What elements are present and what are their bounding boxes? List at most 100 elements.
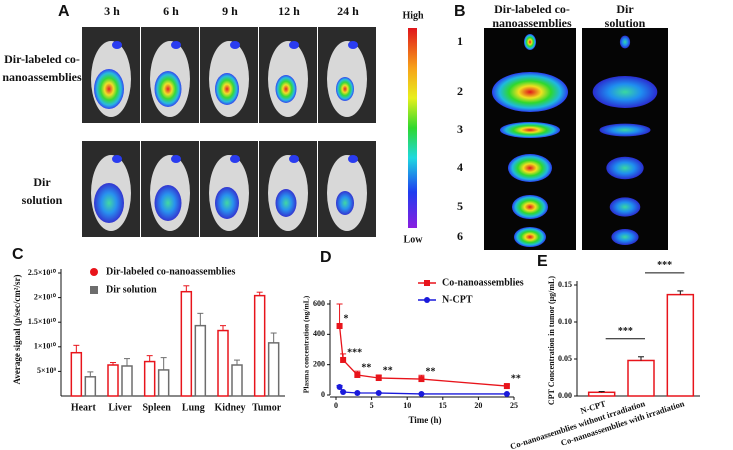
- y-tick-label: 5×10⁹: [37, 366, 57, 375]
- data-point: [503, 390, 510, 397]
- y-tick-label: 0.00: [558, 391, 572, 400]
- bar: [157, 369, 170, 397]
- organ: [508, 154, 552, 182]
- legend-label: N-CPT: [442, 294, 473, 305]
- y-tick-label: 2.5×10¹⁰: [28, 268, 57, 277]
- y-tick-label: 1×10¹⁰: [34, 342, 57, 351]
- column-label: Dir-labeled co-: [494, 2, 570, 16]
- organ: [606, 156, 644, 180]
- data-point: [375, 390, 382, 397]
- y-tick-label: 0.15: [558, 280, 572, 289]
- column-label: nanoassemblies: [492, 16, 572, 30]
- panel-label: B: [454, 3, 466, 20]
- organ-label: 1: [457, 34, 463, 48]
- panel-label: A: [58, 3, 70, 20]
- bar: [217, 329, 229, 397]
- bar: [180, 290, 193, 397]
- signal: [215, 187, 239, 219]
- time-label: 9 h: [222, 4, 238, 18]
- time-label: 6 h: [163, 4, 179, 18]
- signal: [171, 155, 181, 163]
- legend-label: Dir-labeled co-nanoassemblies: [106, 266, 235, 277]
- significance-label: ***: [347, 347, 362, 358]
- y-tick-label: 400: [313, 329, 325, 338]
- signal: [275, 189, 297, 217]
- x-tick-label: 5: [370, 401, 374, 410]
- legend-marker: [90, 286, 98, 294]
- data-point: [340, 388, 347, 395]
- organ: [592, 76, 658, 108]
- column-label: Dir: [616, 2, 634, 16]
- organ-image: [582, 28, 668, 250]
- data-point: [503, 383, 510, 390]
- significance-label: *: [344, 313, 349, 324]
- y-tick-label: 0: [321, 390, 325, 399]
- bar: [84, 376, 97, 397]
- x-tick-label: 0: [334, 401, 338, 410]
- signal: [94, 183, 124, 223]
- significance-label: ***: [618, 326, 633, 337]
- y-tick-label: 600: [313, 299, 325, 308]
- organ: [514, 227, 546, 247]
- organ-label: 2: [457, 84, 463, 98]
- column-label: solution: [605, 16, 646, 30]
- time-label: 12 h: [278, 4, 300, 18]
- row-label: nanoassemblies: [2, 70, 82, 84]
- bar: [267, 342, 280, 397]
- y-tick-label: 200: [313, 359, 325, 368]
- legend-marker: [424, 297, 430, 303]
- data-point: [418, 376, 425, 383]
- y-tick-label: 0.05: [558, 354, 572, 363]
- y-axis-title: CPT Concentration in tumor (μg/mL): [547, 276, 556, 405]
- significance-label: **: [383, 365, 393, 376]
- colorbar-high: High: [402, 10, 424, 21]
- panel-label: E: [537, 253, 548, 270]
- bar: [666, 293, 695, 397]
- data-point: [336, 383, 343, 390]
- x-tick-label: Lung: [182, 402, 205, 413]
- time-label: 24 h: [337, 4, 359, 18]
- data-point: [418, 390, 425, 397]
- y-tick-label: 2×10¹⁰: [34, 292, 57, 301]
- organ: [599, 123, 651, 137]
- x-tick-label: Tumor: [252, 402, 282, 413]
- data-point: [340, 356, 347, 363]
- signal: [289, 155, 299, 163]
- legend-label: Co-nanoassemblies: [442, 277, 524, 288]
- bar: [587, 391, 616, 397]
- organ-label: 3: [457, 122, 463, 136]
- signal: [94, 69, 124, 109]
- row-label: Dir-labeled co-: [4, 52, 80, 66]
- bar: [627, 359, 655, 397]
- organ: [512, 195, 548, 219]
- x-tick-label: Heart: [71, 402, 97, 413]
- signal: [348, 41, 358, 49]
- organ: [500, 122, 560, 138]
- organ-label: 4: [457, 160, 463, 174]
- significance-label: **: [425, 366, 435, 377]
- bar: [231, 364, 243, 397]
- data-point: [354, 390, 361, 397]
- signal: [348, 155, 358, 163]
- colorbar: [408, 28, 417, 228]
- x-tick-label: 10: [403, 401, 411, 410]
- x-tick-label: Kidney: [214, 402, 245, 413]
- time-label: 3 h: [104, 4, 120, 18]
- signal: [230, 155, 240, 163]
- organ: [524, 34, 536, 50]
- organ: [611, 229, 639, 245]
- bar: [107, 364, 119, 397]
- bar: [194, 324, 207, 397]
- organ-label: 6: [457, 229, 463, 243]
- x-tick-label: Liver: [108, 402, 132, 413]
- x-axis-title: Time (h): [408, 415, 441, 425]
- y-tick-label: 0.10: [558, 317, 572, 326]
- colorbar-low: Low: [404, 234, 424, 245]
- panel-label: D: [320, 249, 332, 266]
- significance-label: ***: [657, 260, 672, 271]
- signal: [154, 71, 182, 107]
- signal: [275, 75, 297, 103]
- significance-label: **: [511, 373, 521, 384]
- signal: [112, 155, 122, 163]
- signal: [154, 185, 182, 221]
